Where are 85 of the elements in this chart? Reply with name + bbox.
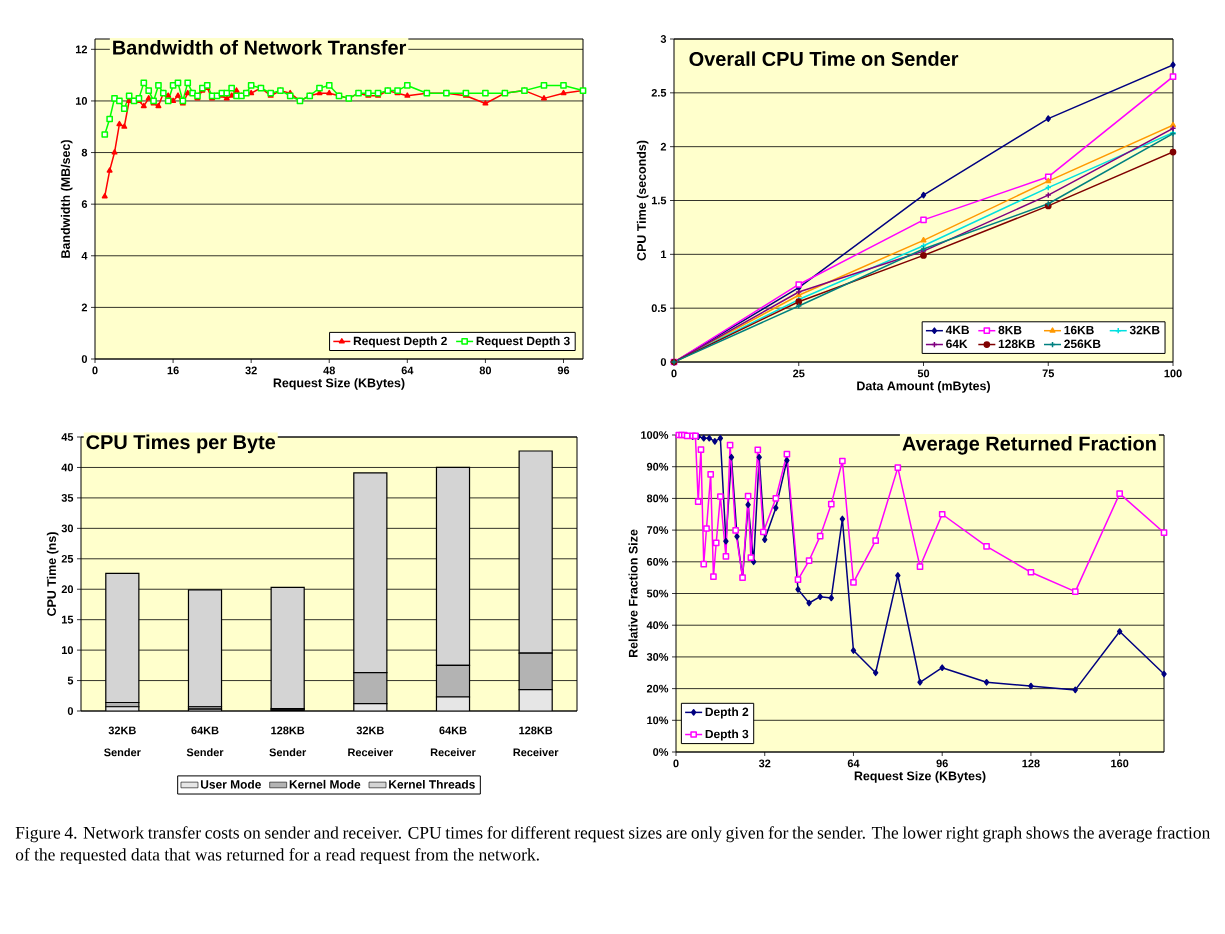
y-tick-label: 0.5	[651, 304, 667, 313]
y-tick-label: 8	[81, 148, 88, 157]
legend-label: 8KB	[998, 325, 1022, 335]
x-tick-label: 0	[92, 366, 98, 375]
legend-label: Depth 3	[705, 729, 749, 741]
x-tick-label: 100	[1164, 369, 1182, 378]
legend-label: 256KB	[1064, 339, 1101, 349]
y-tick-label: 45	[61, 433, 74, 441]
y-tick-label: 60%	[646, 557, 669, 566]
y-tick-label: 35	[61, 494, 74, 502]
y-tick-label: 40	[61, 463, 74, 472]
legend-label: 64K	[946, 339, 968, 349]
category-label: 128KB Receiver	[513, 726, 559, 757]
chart-title: Average Returned Fraction	[902, 435, 1156, 455]
legend-label: Request Depth 3	[476, 336, 570, 348]
x-tick-label: 75	[1042, 369, 1055, 378]
x-axis-title: Request Size (KBytes)	[273, 378, 405, 390]
y-tick-label: 30	[61, 524, 74, 533]
y-tick-label: 15	[61, 615, 74, 624]
y-tick-label: 2.5	[651, 88, 667, 97]
legend-label: Kernel Mode	[289, 779, 361, 789]
y-tick-label: 25	[61, 554, 74, 563]
y-tick-label: 1	[661, 250, 667, 259]
y-tick-label: 0%	[653, 748, 669, 756]
category-label: 128KB Sender	[269, 726, 307, 757]
y-tick-label: 6	[81, 200, 88, 209]
y-axis-title: Relative Fraction Size	[628, 529, 638, 658]
y-tick-label: 100%	[641, 431, 669, 439]
legend-label: User Mode	[200, 779, 261, 789]
y-tick-label: 80%	[646, 494, 669, 503]
x-axis-title: Request Size (KBytes)	[854, 771, 986, 783]
legend-label: Depth 2	[705, 707, 749, 719]
legend-label: Kernel Threads	[389, 779, 475, 789]
legend-label: 4KB	[945, 325, 970, 335]
y-tick-label: 5	[67, 676, 74, 685]
legend-label: 32KB	[1129, 325, 1160, 335]
y-tick-label: 0	[81, 355, 88, 363]
x-tick-label: 25	[793, 369, 805, 378]
y-tick-label: 3	[660, 35, 667, 43]
x-tick-label: 128	[1022, 759, 1040, 768]
y-tick-label: 10%	[647, 716, 669, 725]
y-tick-label: 0	[67, 707, 74, 715]
x-tick-label: 16	[167, 366, 179, 375]
y-tick-label: 10	[75, 97, 88, 105]
y-tick-label: 20%	[646, 684, 669, 693]
y-tick-label: 1.5	[651, 196, 667, 205]
chart-title: Overall CPU Time on Sender	[689, 51, 959, 66]
x-tick-label: 0	[673, 759, 679, 768]
category-label: 64KB Sender	[186, 726, 224, 757]
x-tick-label: 64	[847, 759, 860, 768]
chart-title: CPU Times per Byte	[86, 434, 276, 454]
y-tick-label: 70%	[647, 526, 669, 534]
x-tick-label: 80	[479, 366, 492, 375]
y-tick-label: 40%	[646, 621, 669, 630]
x-tick-label: 48	[323, 366, 335, 375]
y-axis-title: CPU Time (seconds)	[636, 140, 649, 261]
y-tick-label: 10	[61, 646, 74, 654]
y-axis-title: Bandwidth (MB/sec)	[60, 140, 73, 258]
x-tick-label: 32	[245, 366, 257, 375]
x-tick-label: 96	[557, 366, 570, 375]
y-axis-title: CPU Time (ns)	[46, 532, 59, 616]
y-tick-label: 12	[75, 45, 88, 54]
y-tick-label: 2	[660, 142, 667, 151]
category-label: 32KB Sender	[104, 726, 141, 757]
legend-label: 128KB	[998, 339, 1035, 349]
x-tick-label: 50	[917, 369, 930, 378]
x-tick-label: 160	[1111, 759, 1129, 768]
y-tick-label: 30%	[646, 653, 669, 661]
y-tick-label: 20	[61, 585, 74, 594]
caption: Figure 4. Network transfer costs on sender and receiver. CPU times for different request sizes are only given for the sender. The lower right graph shows the average fraction of the requested data that was returned for a read request from the network.	[15, 826, 1211, 865]
category-label: 64KB Receiver	[430, 726, 476, 757]
x-tick-label: 64	[401, 366, 414, 375]
y-tick-label: 2	[81, 303, 88, 312]
legend-label: Request Depth 2	[353, 336, 447, 348]
x-tick-label: 32	[758, 759, 771, 768]
chart-title: Bandwidth of Network Transfer	[113, 40, 407, 55]
y-tick-label: 90%	[646, 462, 669, 471]
x-axis-title: Data Amount (mBytes)	[857, 381, 990, 393]
x-tick-label: 0	[671, 369, 677, 378]
category-label: 32KB Receiver	[348, 726, 393, 757]
y-tick-label: 4	[81, 252, 88, 260]
x-tick-label: 96	[936, 759, 948, 768]
y-tick-label: 0	[660, 358, 667, 366]
legend-label: 16KB	[1064, 325, 1094, 335]
y-tick-label: 50%	[646, 589, 669, 598]
